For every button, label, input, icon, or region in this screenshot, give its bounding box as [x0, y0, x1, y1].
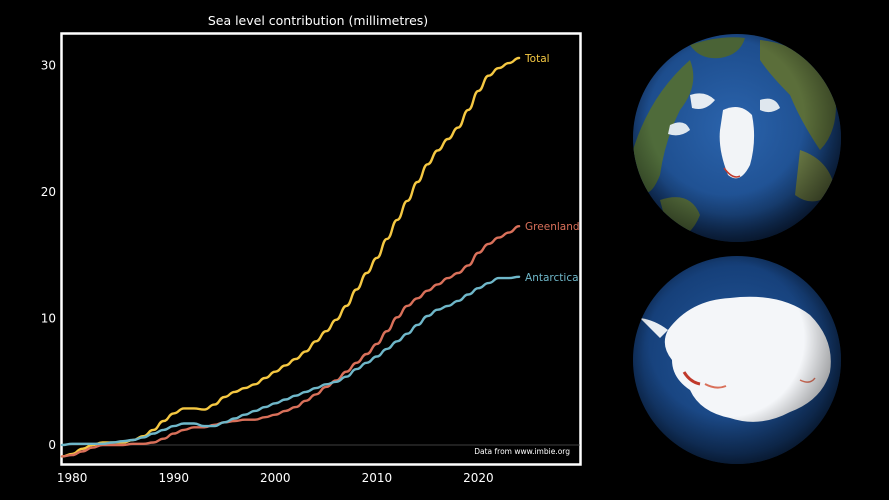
series-label-total: Total [524, 53, 550, 65]
y-tick-label: 0 [48, 438, 56, 452]
series-line-greenland [60, 225, 521, 458]
y-tick-label: 30 [41, 59, 56, 73]
arctic-globe-image [633, 34, 841, 242]
x-tick-label: 2020 [463, 471, 494, 485]
y-tick-label: 20 [41, 185, 56, 199]
chart-title: Sea level contribution (millimetres) [208, 13, 428, 28]
y-tick-label: 10 [41, 312, 56, 326]
x-tick-label: 2000 [260, 471, 291, 485]
x-tick-label: 1990 [158, 471, 189, 485]
x-tick-label: 1980 [57, 471, 88, 485]
y-axis-ticks: 0 10 20 30 [41, 59, 56, 452]
series-label-greenland: Greenland [525, 221, 579, 233]
series-line-antarctica [60, 275, 521, 447]
series-label-antarctica: Antarctica [525, 272, 579, 284]
x-tick-label: 2010 [362, 471, 393, 485]
series-layer: Total Greenland Antarctica [60, 53, 580, 458]
plot-frame [60, 32, 582, 466]
x-axis-ticks: 1980 1990 2000 2010 2020 [57, 471, 494, 485]
source-note: Data from www.imbie.org [474, 447, 570, 456]
antarctica-globe-image [633, 256, 841, 464]
